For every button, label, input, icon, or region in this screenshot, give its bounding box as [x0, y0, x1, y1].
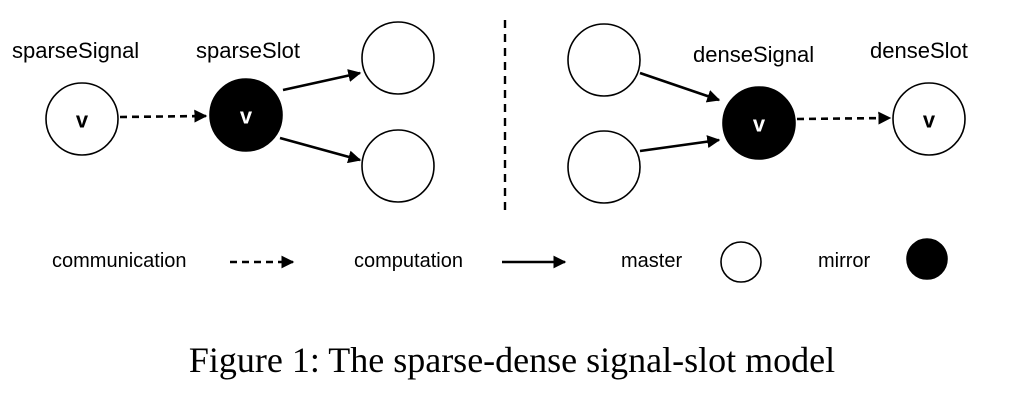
legend-master-label: master [621, 250, 682, 272]
sparse-slot-node [209, 78, 283, 152]
dense-source-node-top [567, 23, 641, 97]
dense-signal-label: denseSignal [693, 42, 814, 67]
legend-mirror-circle [906, 238, 948, 280]
legend-master-circle [720, 241, 762, 283]
sparse-computation-arrow-bottom [279, 136, 362, 164]
dense-signal-node-text: v [753, 112, 766, 137]
sparse-target-node-bottom [361, 129, 435, 203]
sparse-slot-node-text: v [240, 104, 253, 129]
dense-communication-arrow [796, 111, 892, 125]
sparse-signal-node [45, 82, 119, 156]
figure-caption: Figure 1: The sparse-dense signal-slot m… [189, 340, 835, 380]
dense-slot-label: denseSlot [870, 38, 968, 63]
legend-computation-label: computation [354, 250, 463, 272]
sparse-communication-arrow [119, 109, 208, 123]
sparse-signal-label: sparseSignal [12, 38, 139, 63]
dense-signal-node [722, 86, 796, 160]
dense-computation-arrow-top [639, 71, 721, 103]
sparse-slot-label: sparseSlot [196, 38, 300, 63]
legend-mirror-label: mirror [818, 250, 871, 272]
dense-source-node-bottom [567, 130, 641, 204]
dense-slot-node-text: v [923, 108, 936, 133]
sparse-computation-arrow-top [282, 69, 362, 92]
sparse-signal-node-text: v [76, 108, 89, 133]
dense-computation-arrow-bottom [639, 135, 721, 153]
sparse-target-node-top [361, 21, 435, 95]
legend-communication-label: communication [52, 250, 187, 272]
dense-slot-node [892, 82, 966, 156]
